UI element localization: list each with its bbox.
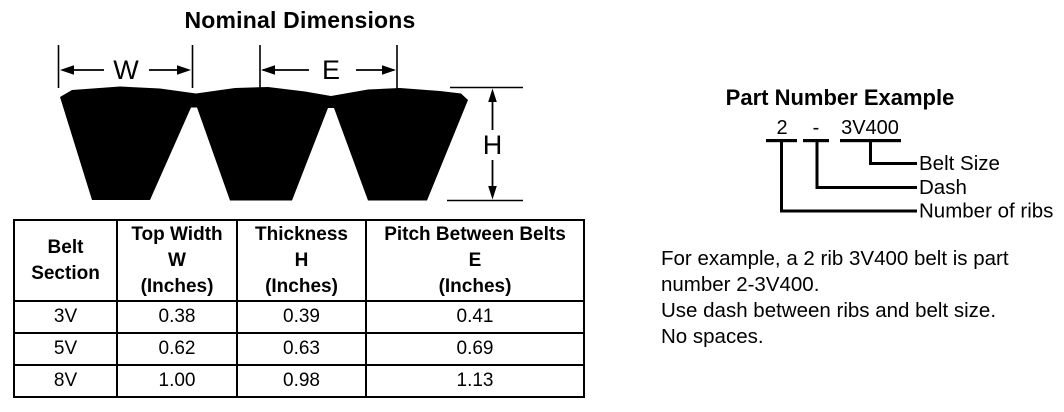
col-header-belt-section: Belt Section — [13, 219, 118, 302]
belt-dimension-diagram: W E H — [57, 45, 523, 202]
callout-label-dash: Dash — [919, 176, 967, 199]
table-cell: 1.13 — [365, 364, 585, 398]
header-line: (Inches) — [265, 275, 338, 297]
w-arrowhead-left-icon — [60, 65, 74, 75]
header-line: Section — [31, 262, 100, 284]
h-reference-lines — [447, 86, 523, 202]
belt-dimensions-table: Belt Section Top Width W (Inches) Thickn… — [13, 219, 585, 398]
table-row: 3V 0.38 0.39 0.41 — [13, 300, 585, 334]
table-cell: 0.63 — [236, 332, 367, 366]
note-line: Use dash between ribs and belt size. — [661, 299, 997, 322]
header-line: Thickness — [255, 223, 348, 245]
belt-cross-section — [60, 86, 468, 201]
belt-size-underline — [840, 139, 901, 143]
table-cell: 3V — [13, 300, 118, 334]
note-line: For example, a 2 rib 3V400 belt is part — [661, 247, 1009, 270]
header-line: (Inches) — [140, 275, 214, 297]
note-line: No spaces. — [661, 325, 764, 348]
h-dimension-label: H — [483, 130, 503, 160]
header-line: W — [168, 249, 186, 271]
table-cell: 0.39 — [236, 300, 367, 334]
header-line: Belt — [47, 236, 84, 258]
e-arrowhead-left-icon — [261, 65, 275, 75]
table-cell: 0.69 — [365, 332, 585, 366]
col-header-top-width: Top Width W (Inches) — [116, 219, 238, 302]
e-dimension-label: E — [322, 55, 340, 85]
part-number-breakdown: 2 - 3V400 Belt Size Dash Number of ribs — [766, 117, 1053, 223]
callout-label-belt-size: Belt Size — [919, 152, 1000, 175]
extension-tick-lines — [57, 45, 398, 92]
w-arrowhead-right-icon — [177, 65, 191, 75]
e-arrowhead-right-icon — [382, 65, 396, 75]
nominal-dimensions-title: Nominal Dimensions — [184, 7, 416, 33]
col-header-pitch: Pitch Between Belts E (Inches) — [365, 219, 585, 302]
table-cell: 0.62 — [116, 332, 238, 366]
callout-label-ribs: Number of ribs — [919, 200, 1053, 223]
table-cell: 0.41 — [365, 300, 585, 334]
h-arrowhead-down-icon — [488, 186, 497, 200]
part-number-title: Part Number Example — [725, 85, 955, 110]
header-line: Top Width — [131, 223, 223, 245]
col-header-thickness: Thickness H (Inches) — [236, 219, 367, 302]
ribs-value: 2 — [776, 117, 787, 139]
w-dimension-label: W — [113, 55, 139, 85]
note-line: number 2-3V400. — [661, 273, 820, 296]
h-arrowhead-up-icon — [488, 88, 497, 102]
dash-value: - — [813, 117, 820, 139]
callout-line-dash — [815, 142, 917, 189]
table-row: 8V 1.00 0.98 1.13 — [13, 364, 585, 398]
header-line: Pitch Between Belts — [384, 223, 566, 245]
ribs-underline — [766, 139, 797, 143]
belt-size-value: 3V400 — [841, 117, 899, 139]
header-line: H — [294, 249, 309, 271]
part-number-notes: For example, a 2 rib 3V400 belt is part … — [661, 246, 1009, 350]
table-cell: 5V — [13, 332, 118, 366]
dash-underline — [803, 139, 829, 143]
table-cell: 0.98 — [236, 364, 367, 398]
table-row: 5V 0.62 0.63 0.69 — [13, 332, 585, 366]
header-line: (Inches) — [438, 275, 512, 297]
table-cell: 8V — [13, 364, 118, 398]
header-line: E — [468, 249, 482, 271]
table-cell: 1.00 — [116, 364, 238, 398]
table-header-row: Belt Section Top Width W (Inches) Thickn… — [13, 219, 585, 302]
callout-line-ribs — [780, 142, 917, 213]
table-cell: 0.38 — [116, 300, 238, 334]
callout-line-belt-size — [869, 142, 917, 165]
